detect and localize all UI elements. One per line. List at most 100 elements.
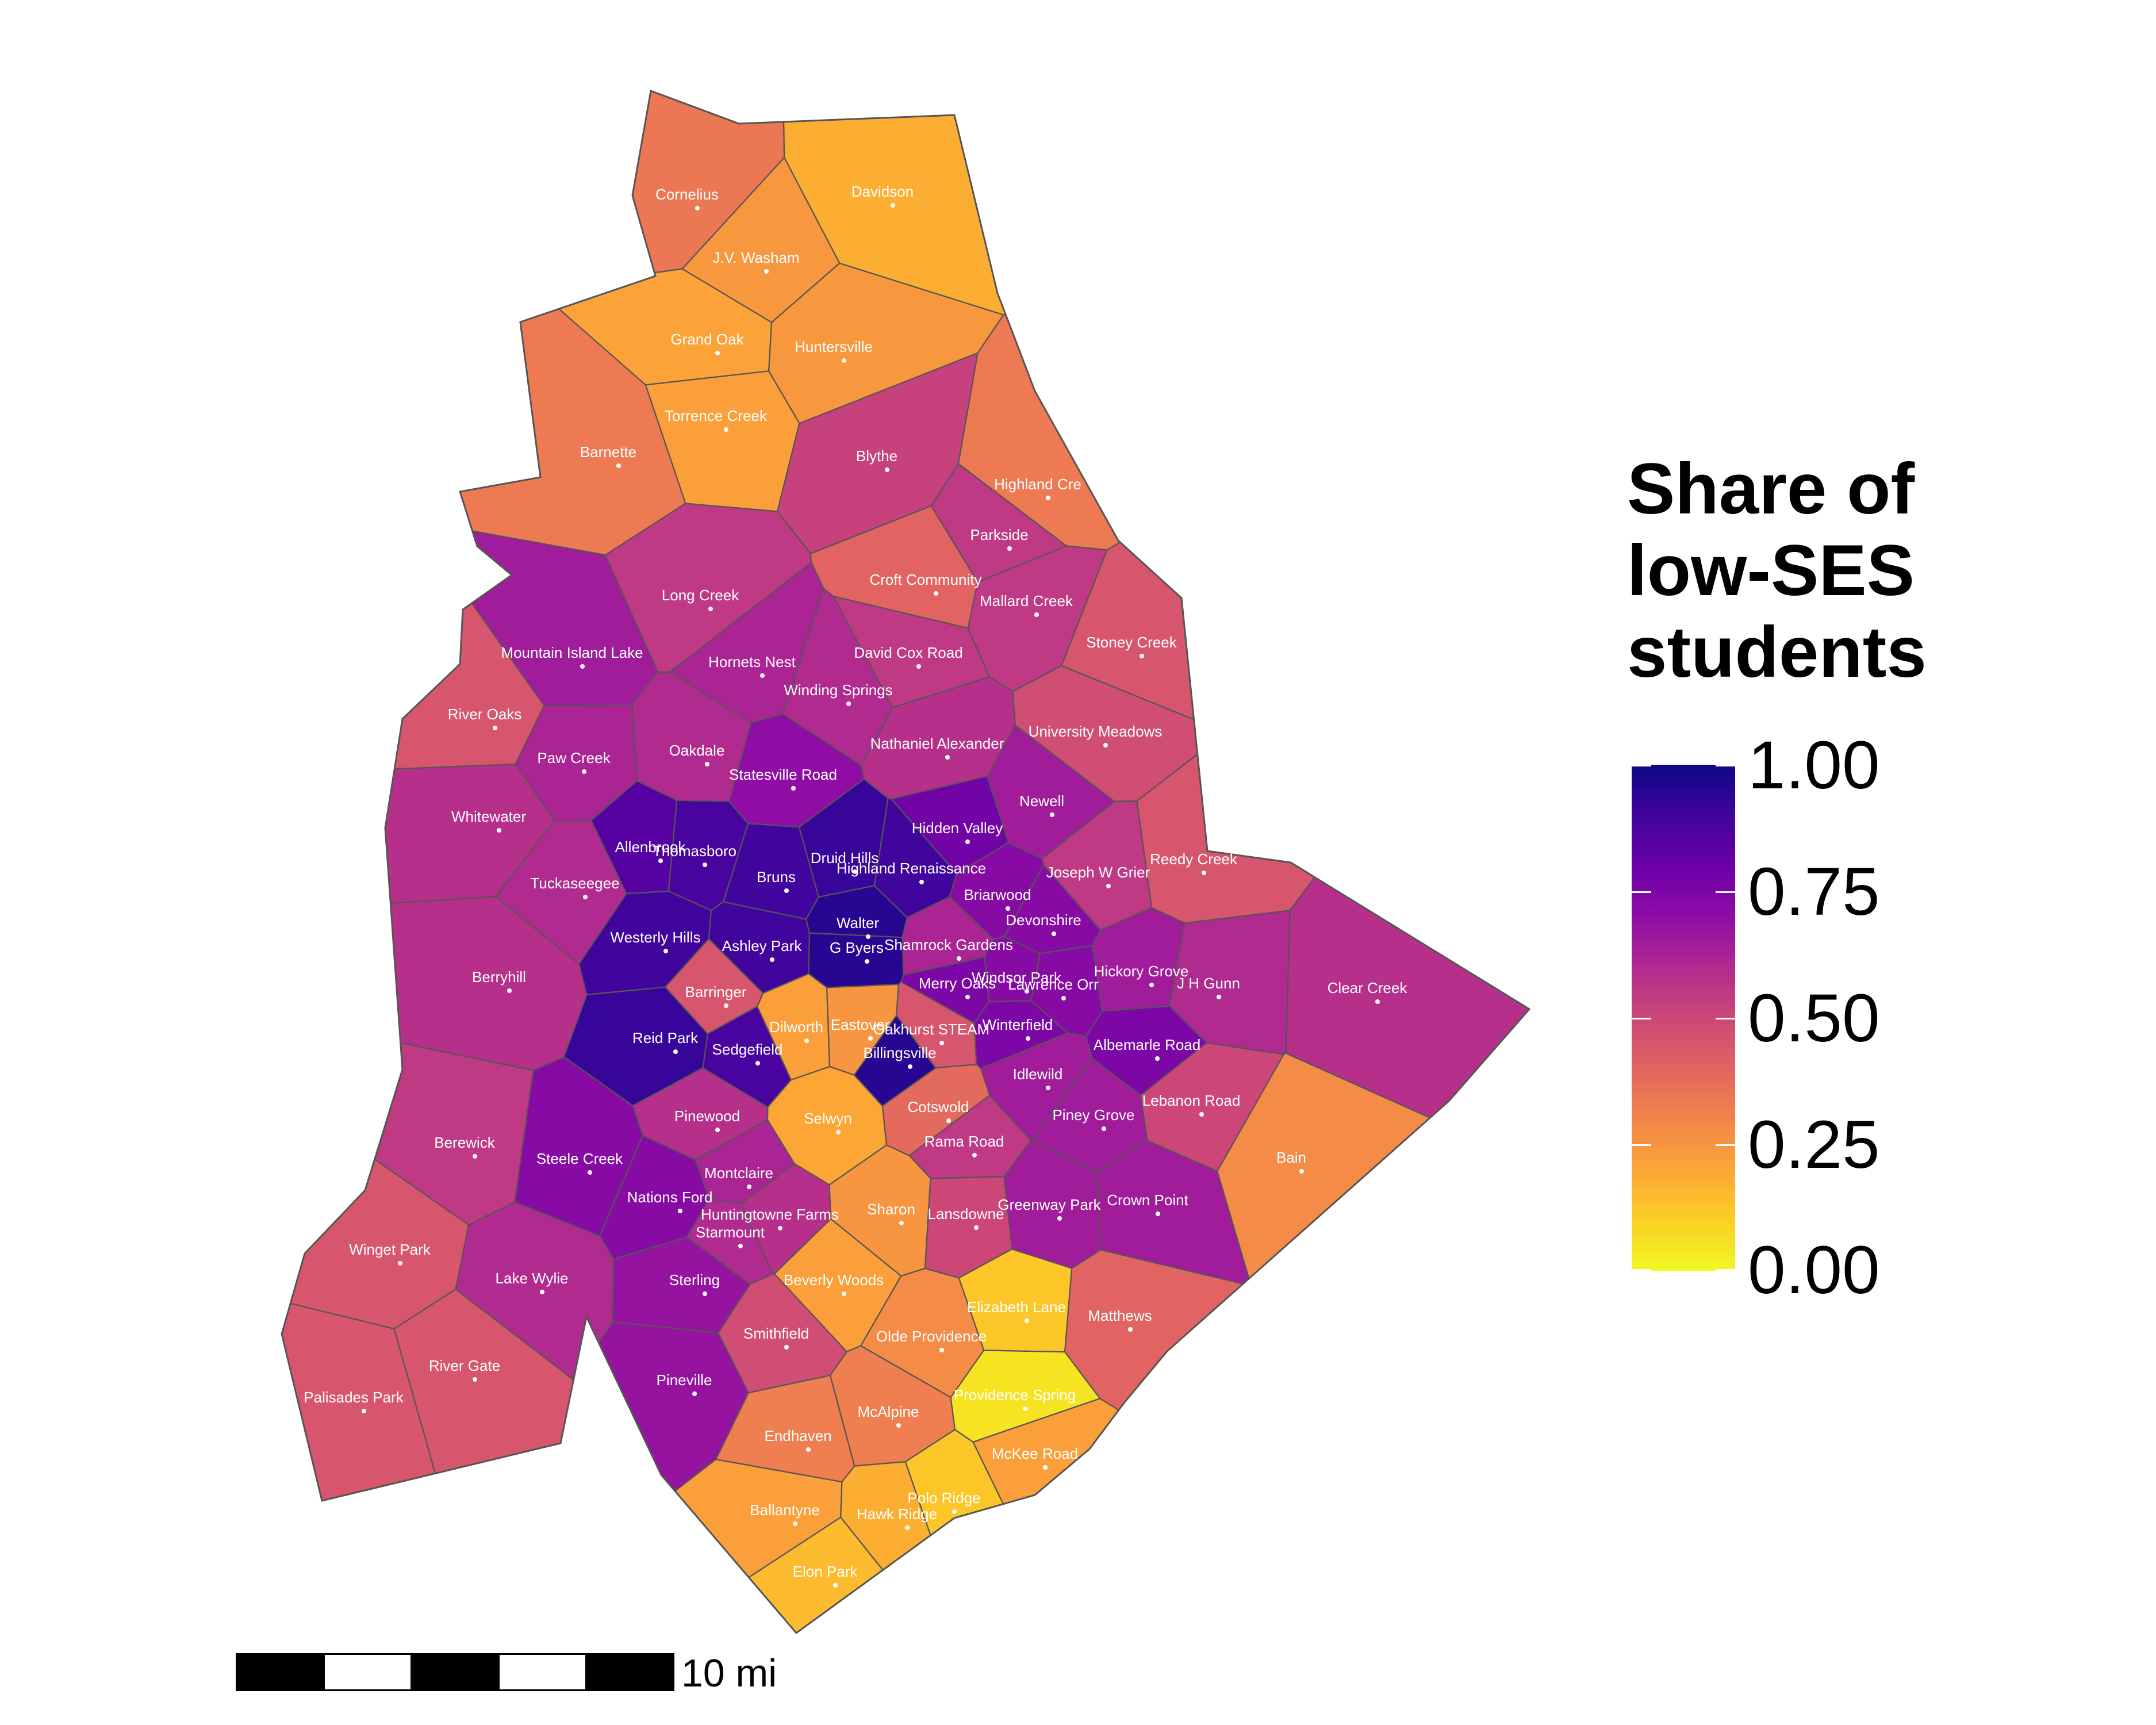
school-point (673, 1049, 678, 1054)
school-label: Hickory Grove (1094, 963, 1189, 980)
school-point (1007, 546, 1012, 551)
school-label: Sharon (867, 1201, 915, 1218)
school-point (939, 1041, 944, 1045)
school-label: Davidson (851, 183, 914, 200)
school-point (747, 1184, 751, 1189)
school-label: Smithfield (743, 1325, 809, 1342)
school-label: Clear Creek (1328, 979, 1408, 996)
school-point (866, 934, 870, 939)
school-label: Idlewild (1013, 1065, 1063, 1083)
school-label: Hidden Valley (912, 819, 1003, 837)
school-label: Cotswold (908, 1098, 969, 1116)
school-label: Polo Ridge (907, 1489, 980, 1506)
school-point (778, 1226, 782, 1230)
school-point (965, 995, 970, 999)
school-point (885, 467, 889, 472)
school-label: Highland Cre (994, 476, 1081, 493)
school-label: McKee Road (992, 1445, 1078, 1462)
school-label: Ashley Park (722, 937, 803, 954)
legend-title: Share of low-SES students (1627, 448, 2030, 693)
scale-bar-segment (323, 1653, 412, 1691)
school-point (896, 1423, 901, 1428)
school-label: Hawk Ridge (857, 1505, 937, 1523)
school-point (755, 1061, 760, 1065)
school-label: Piney Grove (1052, 1106, 1134, 1124)
school-point (1156, 1212, 1160, 1216)
school-label: Sterling (669, 1271, 720, 1289)
school-point (708, 607, 713, 611)
school-point (1299, 1169, 1304, 1174)
school-label: Long Creek (662, 586, 739, 604)
legend-tick-0.00 (1632, 1269, 1651, 1271)
school-label: Highland Renaissance (837, 860, 986, 877)
school-point (919, 880, 924, 884)
school-label: Lawrence Orr (1008, 976, 1099, 993)
school-label: Olde Providence (876, 1328, 987, 1345)
school-label: Steele Creek (536, 1150, 623, 1167)
school-label: Devonshire (1006, 911, 1081, 929)
school-label: Briarwood (964, 886, 1031, 903)
school-label: Huntingtowne Farms (701, 1206, 839, 1223)
school-point (952, 1509, 957, 1514)
school-point (965, 839, 970, 844)
school-point (1043, 1465, 1048, 1470)
school-point (793, 1521, 797, 1526)
school-point (540, 1290, 544, 1294)
school-label: Grand Oak (670, 331, 744, 348)
school-label: Palisades Park (304, 1389, 404, 1406)
school-label: Parkside (970, 526, 1028, 543)
school-label: Walter (837, 914, 879, 931)
school-point (738, 1244, 743, 1248)
school-label: Crown Point (1107, 1191, 1188, 1209)
legend-label-0.50: 0.50 (1748, 980, 1880, 1056)
school-label: Starmount (696, 1224, 765, 1241)
school-label: Sedgefield (712, 1041, 783, 1058)
school-label: Elon Park (793, 1563, 858, 1580)
school-point (1375, 999, 1380, 1004)
school-label: Elizabeth Lane (967, 1298, 1066, 1316)
school-point (580, 664, 585, 669)
school-label: Stoney Creek (1086, 634, 1177, 651)
school-point (784, 888, 789, 893)
school-point (770, 957, 774, 962)
school-point (945, 755, 950, 760)
school-point (916, 664, 921, 669)
school-label: Statesville Road (729, 766, 837, 783)
county-outline (281, 89, 1531, 1635)
school-point (583, 895, 588, 899)
school-point (582, 769, 586, 774)
school-label: Winget Park (349, 1241, 431, 1258)
school-point (616, 463, 621, 468)
school-point (473, 1377, 477, 1382)
school-point (703, 862, 707, 867)
school-label: Mountain Island Lake (501, 644, 643, 661)
zone-bain (1217, 1052, 1529, 1633)
school-point (1023, 1406, 1027, 1411)
school-point (760, 673, 765, 678)
legend-label-1.00: 1.00 (1748, 727, 1880, 803)
school-label: Paw Creek (537, 749, 611, 766)
legend-tick-0.25-right (1716, 1144, 1735, 1146)
school-label: Cornelius (655, 186, 719, 203)
school-label: Oakdale (669, 742, 725, 759)
legend-tick-0.25 (1632, 1144, 1651, 1146)
school-label: Tuckaseegee (530, 875, 619, 892)
school-label: Barnette (580, 443, 636, 461)
school-point (1103, 743, 1108, 747)
school-label: Thomasboro (653, 842, 736, 860)
school-label: Winterfield (983, 1016, 1053, 1033)
school-label: Barringer (685, 983, 747, 1000)
school-label: Windsor Park (972, 969, 1062, 986)
legend-title-line-2: low-SES (1627, 531, 1915, 611)
school-label: University Meadows (1029, 723, 1163, 740)
school-label: David Cox Road (854, 644, 962, 661)
school-label: J H Gunn (1177, 975, 1240, 992)
school-point (724, 427, 728, 432)
school-label: Merry Oaks (919, 975, 996, 992)
school-point (905, 1525, 910, 1530)
school-label: Montclaire (704, 1164, 773, 1182)
school-label: Pinewood (674, 1107, 740, 1125)
school-points (362, 203, 1380, 1588)
school-point (588, 1170, 592, 1175)
